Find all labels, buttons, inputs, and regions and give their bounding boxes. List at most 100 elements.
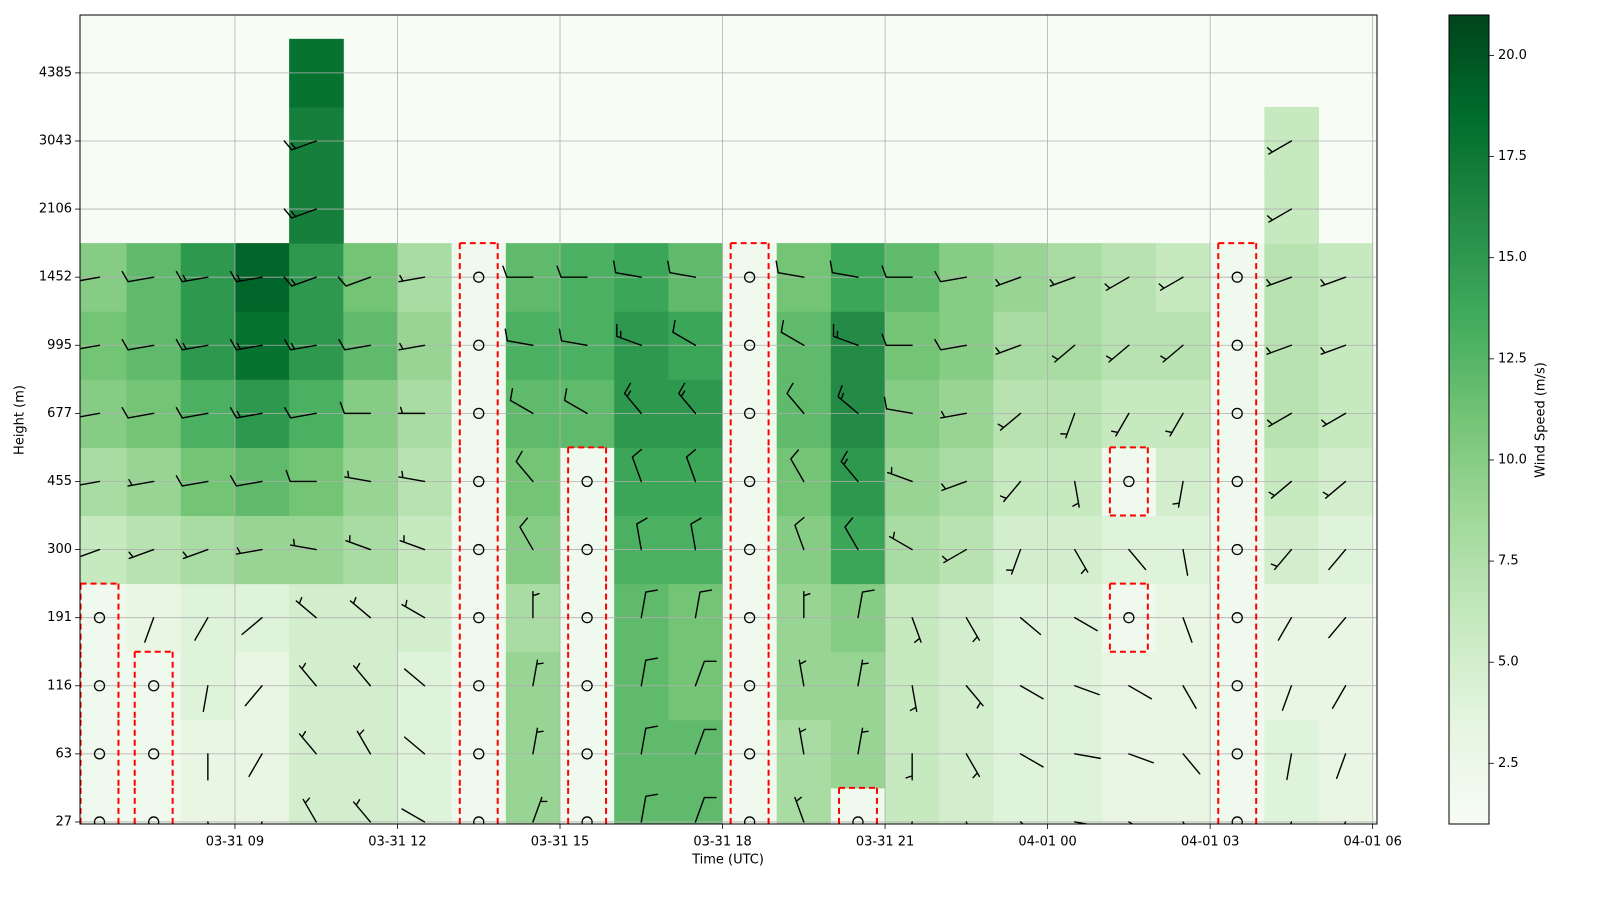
wind-barb [519,517,534,551]
calm-marker [1231,407,1243,420]
wind-barb [1019,616,1042,636]
wind-barb [1073,753,1101,760]
colorbar-tick-label: 20.0 [1498,48,1527,63]
wind-barb [934,270,968,283]
wind-barb [883,396,913,415]
wind-barb [995,276,1022,287]
wind-barb [556,265,588,278]
wind-barb [934,338,968,351]
y-tick-label: 3043 [39,133,72,148]
wind-barb [1328,616,1347,639]
calm-marker [743,612,756,624]
wind-barb [563,388,588,415]
wind-barb [182,548,209,560]
wind-barb [888,531,913,551]
y-tick-label: 455 [47,474,72,489]
wind-barb [941,480,968,492]
wind-barb [1172,480,1184,508]
plot-frame [79,14,1378,825]
wind-barb [1051,344,1076,363]
calm-marker [743,680,756,692]
calm-marker [743,339,756,351]
wind-barb [640,657,659,687]
x-tick-label: 04-01 06 [1343,835,1401,850]
heat-cell [885,787,940,824]
wind-barb [612,260,642,278]
calm-marker [581,612,593,624]
calm-marker [1231,748,1243,760]
wind-barb [1277,616,1293,641]
wind-barb [302,797,317,823]
heat-cell [668,787,724,824]
axes: 03-31 09 03-31 12 03-31 15 03-31 18 03-31 21… [39,48,1527,850]
wind-barb [532,590,540,619]
calm-marker [1231,543,1243,556]
wind-barb [694,796,717,823]
x-tick-label: 03-31 21 [856,835,914,850]
wind-barb [1331,685,1347,709]
calm-marker [473,680,485,692]
wind-barb [532,659,544,687]
wind-barb [1019,685,1044,700]
wind-barb [829,260,859,278]
wind-barb [1328,548,1347,571]
y-tick-label: 116 [47,678,72,693]
wind-barb [80,480,101,486]
wind-barb [1289,821,1293,824]
wind-barb [1321,412,1347,428]
wind-barb [623,382,642,415]
calm-marker [473,271,485,283]
heat-cell [1264,787,1319,824]
heat-cell [397,787,453,824]
calm-marker [93,680,106,692]
calm-marker [93,816,106,824]
wind-barb [1019,753,1044,768]
wind-barb [248,753,263,778]
wind-barb [1268,480,1293,499]
wind-barb [1182,753,1201,775]
y-tick-label: 4385 [39,65,72,80]
calm-marker [581,475,593,488]
wind-barb [667,260,697,278]
colorbar-tick-label: 15.0 [1498,250,1527,265]
calm-marker [1231,680,1243,692]
wind-barb [694,728,717,755]
heat-cell [1155,787,1211,824]
wind-barb [881,333,913,346]
wind-barb [1128,548,1147,571]
colorbar-tick-label: 7.5 [1498,554,1519,569]
wind-barb [1266,276,1293,287]
wind-barb [1160,344,1184,363]
y-tick-label: 300 [47,542,72,557]
wind-barb [401,808,426,823]
wind-barb [80,344,101,350]
heatmap [80,38,1374,824]
wind-barb [881,265,913,278]
wind-barb [285,469,317,483]
wind-barb [175,475,209,487]
wind-barb [775,260,805,278]
wind-barb [780,320,805,346]
wind-barb [840,450,859,483]
calm-marker [93,612,106,624]
wind-barb [502,265,534,278]
wind-barb [1073,616,1098,632]
calm-marker [1231,612,1243,624]
wind-barb [694,589,713,619]
wind-barb [857,659,869,687]
wind-barb [121,338,155,351]
wind-barb [175,407,209,419]
wind-barb [1320,276,1347,287]
calm-marker [473,475,485,488]
y-tick-label: 995 [47,338,72,353]
heat-cell [939,787,994,824]
y-tick-label: 2106 [39,202,72,217]
calm-marker [473,612,485,624]
wind-barb [905,753,913,781]
calm-marker [473,407,485,420]
wind-barbs [80,140,1347,824]
wind-barb [1322,480,1347,499]
y-tick-label: 191 [47,610,72,625]
wind-barb [690,517,702,551]
wind-barb [229,475,263,487]
